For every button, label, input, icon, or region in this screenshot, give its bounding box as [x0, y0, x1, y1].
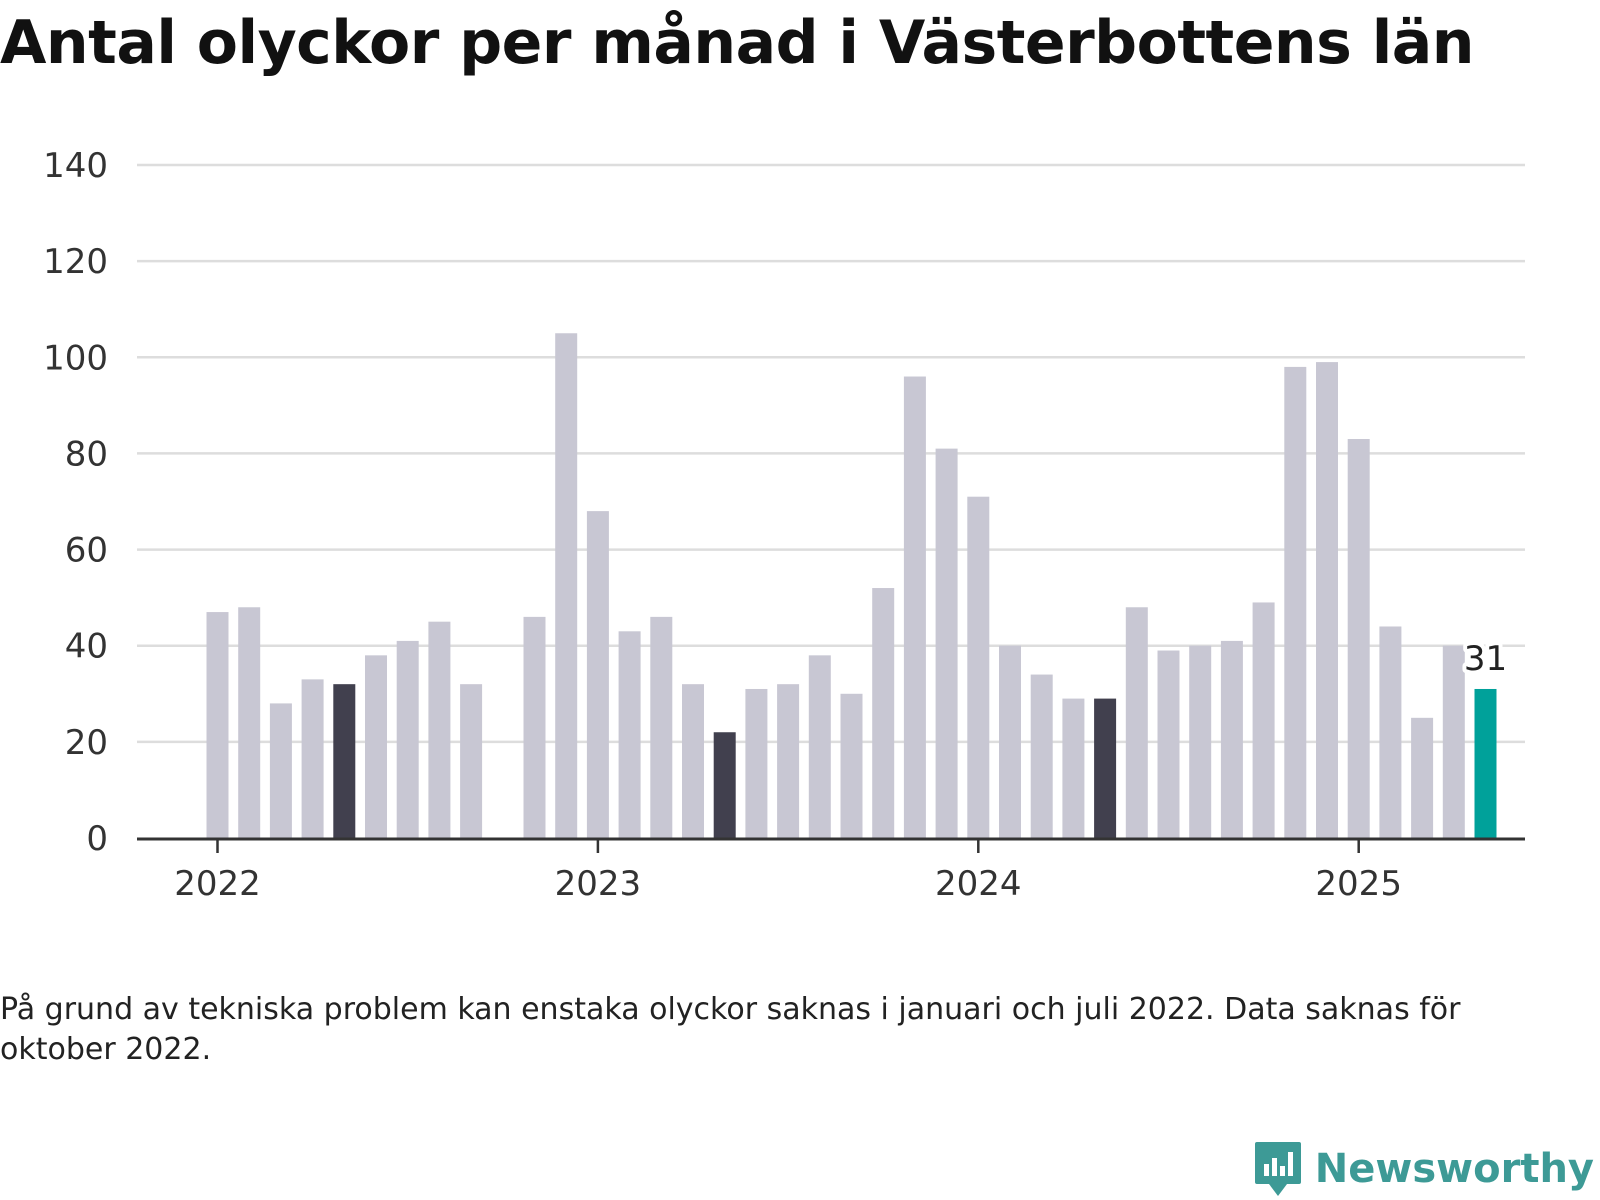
bar-2023-11: [903, 376, 926, 838]
y-tick-label: 80: [65, 434, 108, 474]
bar-2022-07: [396, 640, 419, 838]
y-tick-label: 40: [65, 627, 108, 667]
bar-2024-10: [1252, 602, 1275, 838]
bar-2022-05: [333, 684, 356, 838]
bar-2023-05: [713, 732, 736, 838]
bar-2024-09: [1220, 640, 1243, 838]
x-tick-label: 2024: [935, 864, 1022, 904]
bar-2024-04: [1062, 698, 1085, 838]
bar-2024-11: [1284, 366, 1307, 838]
newsworthy-logo-icon: [1254, 1142, 1301, 1196]
bar-2024-12: [1316, 362, 1338, 838]
bar-2024-01: [967, 496, 990, 838]
bar-2023-10: [872, 588, 895, 838]
y-tick-label: 20: [65, 723, 108, 763]
bar-2025-01: [1347, 439, 1370, 838]
bar-2024-03: [1030, 674, 1053, 838]
bar-2022-06: [365, 655, 387, 838]
bar-2024-02: [999, 645, 1021, 838]
y-tick-label: 140: [43, 146, 108, 186]
x-tick-label: 2023: [555, 864, 642, 904]
chart-title: Antal olyckor per månad i Västerbottens …: [0, 8, 1475, 78]
bar-2023-04: [682, 684, 704, 838]
bar-2025-03: [1411, 717, 1434, 838]
bars: [206, 333, 1497, 838]
bar-2023-03: [650, 616, 673, 838]
bar-2023-01: [586, 511, 609, 838]
bar-2025-05: [1474, 688, 1497, 838]
x-tick-label: 2025: [1315, 864, 1402, 904]
y-tick-label: 60: [65, 531, 108, 571]
bar-2024-05: [1094, 698, 1117, 838]
bar-chart: 0 20 40 60 80 100 120 140 2022 2023 2024 2025 31: [43, 146, 1525, 904]
bar-2022-04: [301, 679, 324, 838]
brand-name: Newsworthy: [1314, 1146, 1594, 1192]
bar-2024-08: [1189, 645, 1212, 838]
bar-2023-09: [840, 693, 863, 838]
bar-2025-04: [1442, 645, 1465, 838]
bar-2024-06: [1125, 607, 1148, 838]
bar-2022-01: [206, 612, 229, 838]
bar-2023-06: [745, 688, 768, 838]
y-tick-label: 0: [86, 819, 108, 859]
bar-2025-02: [1379, 626, 1402, 838]
bar-2023-12: [935, 448, 958, 838]
bar-2022-03: [269, 703, 292, 838]
y-axis-ticks: 0 20 40 60 80 100 120 140: [43, 146, 108, 859]
bar-2023-02: [618, 631, 641, 838]
y-tick-label: 120: [43, 242, 108, 282]
brand-logo: Newsworthy: [1253, 1140, 1594, 1198]
bar-2024-07: [1157, 650, 1180, 838]
y-tick-label: 100: [43, 338, 108, 378]
bar-2022-12: [555, 333, 578, 838]
bar-2023-07: [777, 684, 800, 838]
bar-2022-08: [428, 621, 451, 838]
bar-2022-11: [523, 616, 546, 838]
bar-2023-08: [808, 655, 831, 838]
bar-2022-02: [238, 607, 261, 838]
data-labels: 31: [1460, 635, 1511, 683]
bar-2022-09: [460, 684, 483, 838]
data-label: 31: [1464, 639, 1507, 679]
footnote: På grund av tekniska problem kan enstaka…: [0, 992, 1461, 1067]
x-tick-label: 2022: [174, 864, 261, 904]
x-axis: 2022 2023 2024 2025: [137, 837, 1525, 904]
